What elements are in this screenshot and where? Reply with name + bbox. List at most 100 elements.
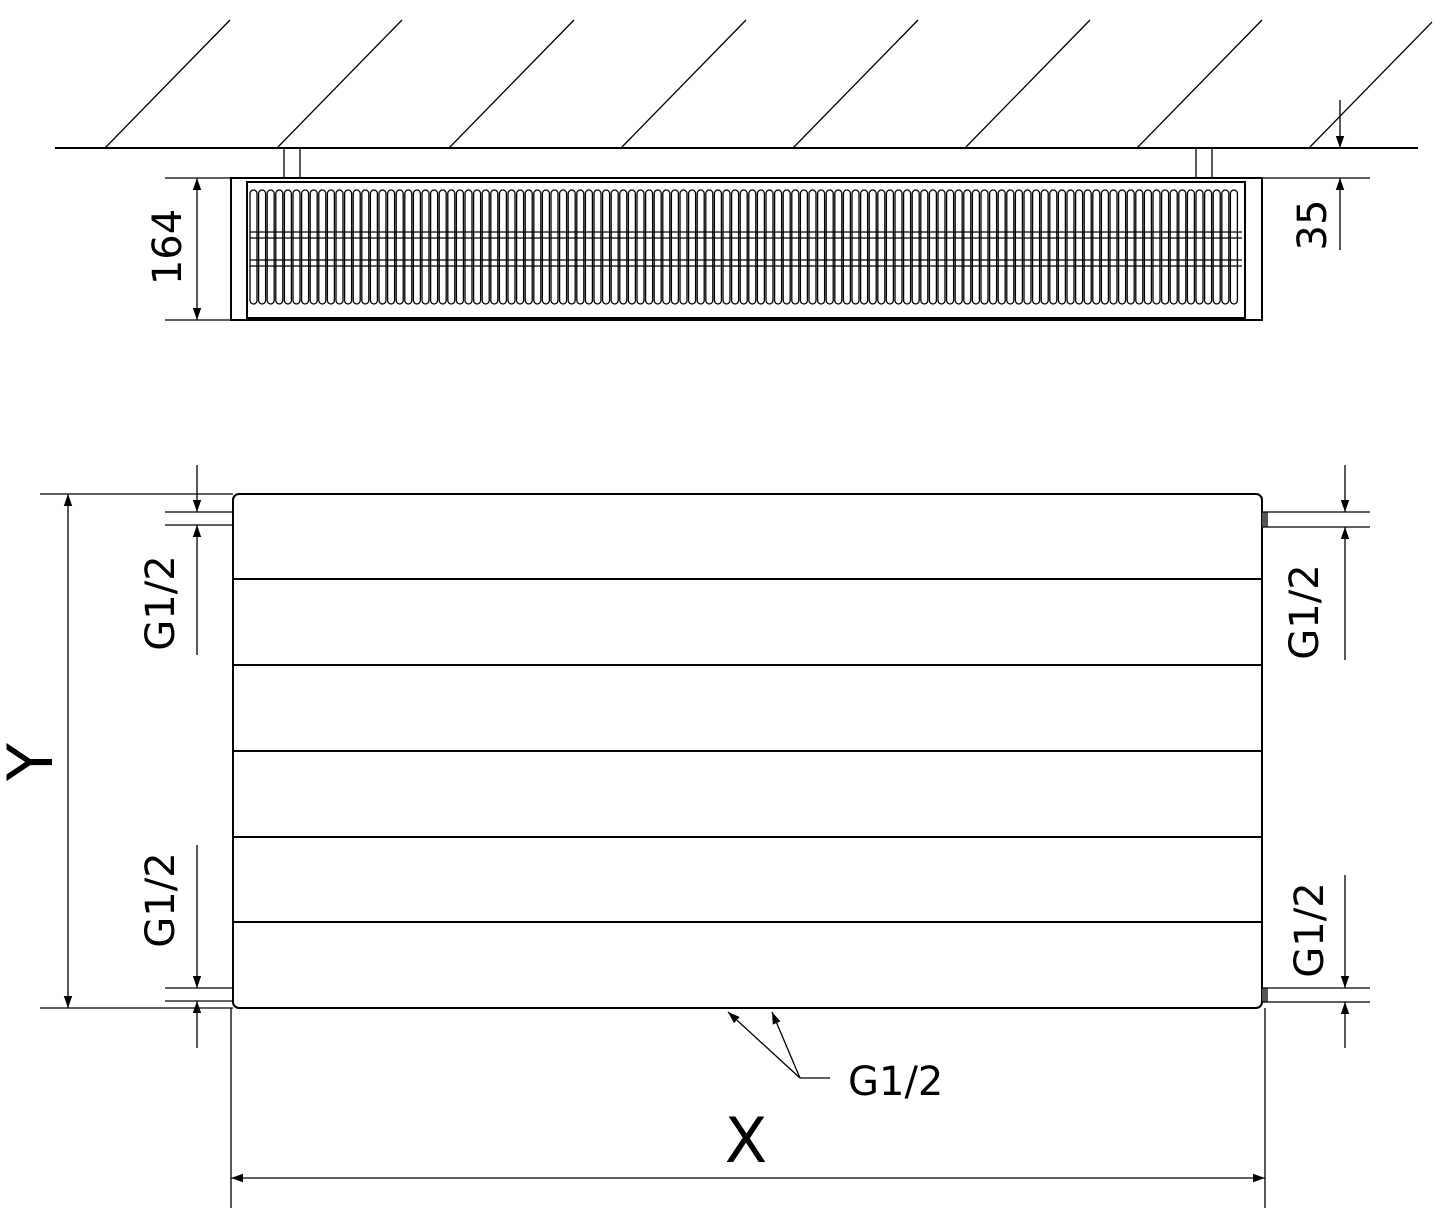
hatch-line: [964, 19, 1091, 149]
front-view: Y G1/2 G1/2 G1/2: [0, 465, 1370, 1208]
fin: [472, 189, 482, 305]
fin: [412, 189, 422, 305]
fin: [954, 189, 963, 305]
fin: [670, 189, 680, 305]
fin: [696, 189, 705, 305]
fin: [266, 189, 275, 305]
fin: [1117, 189, 1127, 305]
fin: [601, 189, 611, 305]
dimension-35: 35: [1262, 100, 1370, 250]
fin: [558, 189, 568, 305]
fin: [275, 189, 284, 305]
dimension-y-label: Y: [0, 743, 67, 782]
fin: [395, 189, 404, 305]
fin: [1006, 189, 1015, 305]
fin: [713, 189, 723, 305]
fin: [851, 189, 860, 305]
right-top-connection-dimension: G1/2: [1262, 465, 1370, 660]
fin: [902, 189, 912, 305]
fin: [756, 189, 766, 305]
fin: [1040, 189, 1049, 305]
fin: [885, 189, 895, 305]
fin: [257, 189, 267, 305]
fin: [636, 189, 645, 305]
fin: [369, 189, 379, 305]
fin: [619, 189, 628, 305]
fin: [1212, 189, 1221, 305]
fin: [455, 189, 465, 305]
dimension-x: X: [230, 1008, 1266, 1208]
fin: [799, 189, 809, 305]
fin: [662, 189, 671, 305]
fin: [971, 189, 981, 305]
fin: [610, 189, 619, 305]
hatch-line: [1136, 19, 1263, 149]
dimension-35-label: 35: [1290, 200, 1336, 251]
dimension-y: Y: [0, 493, 233, 1009]
fin: [937, 189, 946, 305]
fin: [1178, 189, 1187, 305]
fin: [352, 189, 361, 305]
fin: [576, 189, 585, 305]
fin: [988, 189, 998, 305]
fin: [1023, 189, 1032, 305]
fin: [404, 189, 413, 305]
fin: [945, 189, 955, 305]
fin: [481, 189, 490, 305]
fin: [997, 189, 1006, 305]
fin: [1135, 189, 1144, 305]
bottom-connection-label: G1/2: [848, 1059, 943, 1105]
fin: [318, 189, 327, 305]
fin: [705, 189, 714, 305]
fin: [386, 189, 396, 305]
fin: [1066, 189, 1075, 305]
fin: [1203, 189, 1213, 305]
fin: [593, 189, 602, 305]
fin: [816, 189, 826, 305]
fin: [653, 189, 662, 305]
fin: [378, 189, 387, 305]
fin: [515, 189, 525, 305]
fin: [722, 189, 731, 305]
fin: [920, 189, 929, 305]
dimension-164-label: 164: [145, 209, 191, 285]
fin: [1126, 189, 1135, 305]
fin: [1152, 189, 1161, 305]
fin: [627, 189, 637, 305]
fin: [773, 189, 783, 305]
hatch-line: [1308, 21, 1433, 149]
wall-bracket-left: [283, 148, 301, 178]
fin: [911, 189, 920, 305]
fin: [550, 189, 559, 305]
fin: [584, 189, 594, 305]
left-top-connection-label: G1/2: [138, 555, 184, 650]
fin: [1100, 189, 1110, 305]
fin: [1221, 189, 1230, 305]
right-bottom-connection-label: G1/2: [1287, 882, 1333, 977]
fin: [782, 189, 791, 305]
fin: [928, 189, 938, 305]
fin: [730, 189, 740, 305]
fin: [567, 189, 576, 305]
convector-fins: [249, 189, 1239, 305]
right-top-connection-label: G1/2: [1282, 564, 1328, 659]
fin: [1169, 189, 1178, 305]
fin: [1109, 189, 1118, 305]
fin: [1074, 189, 1084, 305]
wall: [55, 19, 1433, 149]
fin: [748, 189, 757, 305]
fin: [283, 189, 293, 305]
fin: [541, 189, 551, 305]
fin: [687, 189, 697, 305]
top-view: 164 35: [145, 100, 1370, 321]
hatch-line: [620, 19, 747, 149]
wall-hatching: [104, 19, 1433, 149]
fin: [765, 189, 774, 305]
radiator-top-casing: [230, 177, 1263, 321]
fin: [963, 189, 972, 305]
fin: [644, 189, 654, 305]
fin: [498, 189, 508, 305]
fin: [1160, 189, 1170, 305]
dimension-164: 164: [145, 177, 231, 321]
